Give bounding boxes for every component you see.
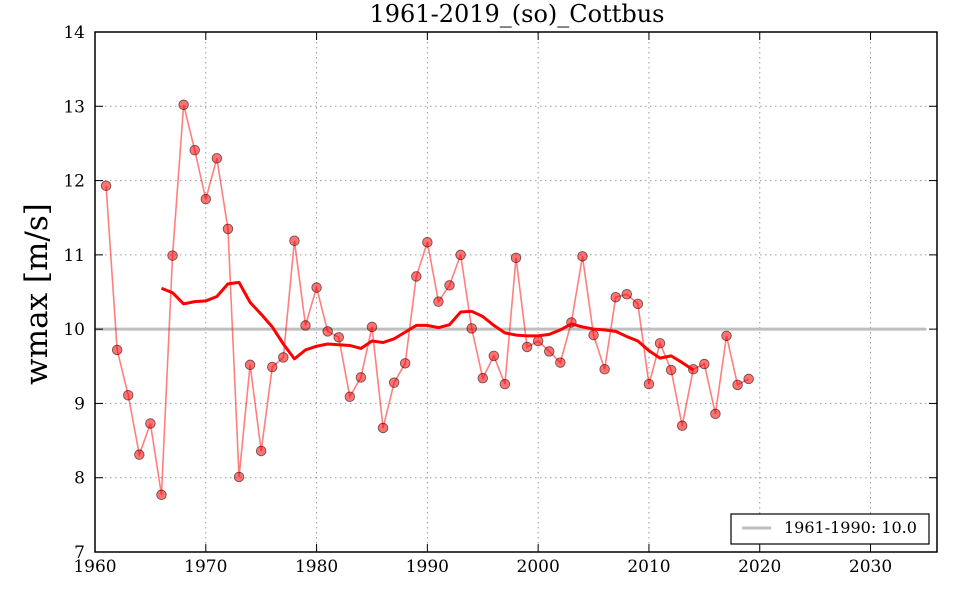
y-tick-label: 10 bbox=[63, 320, 85, 340]
annual-data-point bbox=[710, 408, 721, 420]
annual-data-point bbox=[189, 144, 200, 156]
annual-data-point bbox=[610, 291, 621, 303]
annual-data-point bbox=[211, 153, 223, 164]
annual-data-point bbox=[521, 341, 533, 353]
annual-data-point bbox=[244, 359, 256, 371]
annual-data-point bbox=[433, 296, 444, 307]
annual-data-point bbox=[156, 489, 167, 501]
annual-data-point bbox=[743, 373, 754, 385]
annual-data-point bbox=[289, 235, 300, 246]
moving-average-line bbox=[160, 280, 695, 372]
annual-data-point bbox=[134, 449, 145, 460]
annual-data-point bbox=[510, 252, 522, 264]
annual-data-point bbox=[721, 330, 732, 342]
x-tick-label: 2020 bbox=[738, 557, 781, 577]
annual-data-point bbox=[267, 361, 278, 373]
chart-title: 1961-2019_(so)_Cottbus bbox=[370, 0, 665, 28]
y-axis-label: wmax [m/s] bbox=[19, 203, 55, 385]
annual-data-point bbox=[411, 271, 422, 282]
annual-data-point bbox=[732, 379, 743, 391]
annual-data-point bbox=[532, 335, 544, 347]
annual-data-point bbox=[555, 357, 566, 368]
annual-data-point bbox=[399, 358, 411, 369]
annual-data-point bbox=[699, 358, 710, 370]
annual-data-point bbox=[477, 372, 489, 384]
annual-data-point bbox=[643, 378, 655, 390]
annual-data-point bbox=[167, 250, 178, 261]
annual-data-point bbox=[278, 352, 289, 363]
annual-data-point bbox=[377, 422, 389, 434]
annual-data-point bbox=[388, 377, 400, 388]
y-tick-label: 14 bbox=[63, 23, 85, 43]
annual-data-point bbox=[122, 390, 134, 401]
x-tick-label: 2000 bbox=[517, 557, 560, 577]
y-tick-label: 12 bbox=[63, 172, 85, 192]
plot-frame bbox=[94, 31, 938, 553]
y-tick-label: 13 bbox=[63, 97, 85, 117]
y-tick-label: 7 bbox=[74, 543, 85, 563]
annual-data-point bbox=[222, 223, 234, 235]
annual-data-point bbox=[665, 364, 677, 376]
annual-data-point bbox=[355, 372, 367, 383]
annual-data-point bbox=[632, 298, 644, 310]
annual-data-point bbox=[654, 338, 666, 349]
annual-data-point bbox=[543, 346, 555, 357]
annual-data-point bbox=[444, 280, 455, 291]
annual-data-point bbox=[322, 326, 333, 337]
annual-data-point bbox=[499, 378, 511, 390]
legend-label: 1961-1990: 10.0 bbox=[784, 518, 917, 537]
annual-data-point bbox=[422, 236, 433, 248]
annual-data-point bbox=[233, 471, 245, 483]
x-tick-label: 1990 bbox=[406, 557, 449, 577]
annual-data-point bbox=[200, 193, 212, 205]
x-tick-label: 1970 bbox=[184, 557, 227, 577]
annual-data-point bbox=[588, 329, 599, 341]
annual-data-point bbox=[366, 321, 378, 333]
annual-data-point bbox=[344, 391, 356, 402]
series-group bbox=[100, 99, 754, 501]
annual-data-point bbox=[300, 320, 311, 331]
annual-data-point bbox=[100, 180, 112, 192]
x-tick-label: 1960 bbox=[73, 557, 116, 577]
axis-ticks: 1960 1970 1980 1990 2000 2010 2020 2030 7 8 9 10 11 1… bbox=[63, 23, 937, 577]
annual-data-point bbox=[178, 99, 189, 111]
annual-data-point bbox=[676, 420, 688, 431]
y-tick-label: 11 bbox=[63, 246, 85, 266]
annual-data-point bbox=[255, 445, 267, 457]
annual-data-point bbox=[621, 288, 633, 300]
annual-data-point bbox=[466, 323, 477, 334]
annual-data-point bbox=[577, 251, 588, 262]
annual-data-point bbox=[145, 418, 156, 429]
annual-data-point bbox=[333, 332, 344, 343]
x-tick-label: 2030 bbox=[849, 557, 892, 577]
annual-data-point bbox=[599, 364, 610, 375]
y-tick-label: 9 bbox=[74, 394, 85, 414]
y-tick-label: 8 bbox=[74, 469, 85, 489]
x-tick-label: 2010 bbox=[627, 557, 670, 577]
x-tick-label: 1980 bbox=[295, 557, 338, 577]
annual-data-point bbox=[111, 344, 123, 356]
annual-data-point bbox=[311, 282, 322, 293]
annual-data-point bbox=[455, 249, 466, 261]
legend: 1961-1990: 10.0 bbox=[730, 513, 930, 545]
annual-data-point bbox=[488, 350, 500, 362]
